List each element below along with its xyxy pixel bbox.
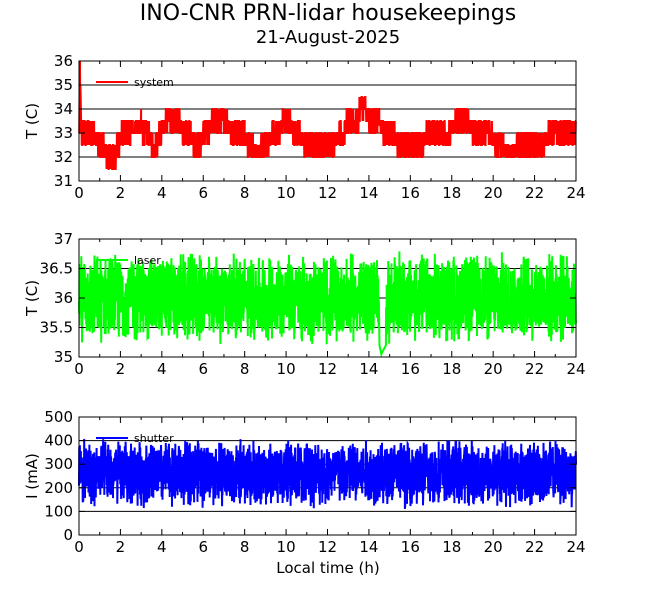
x-tick-label: 22	[525, 184, 544, 202]
x-tick-label: 10	[277, 360, 296, 378]
x-tick-label: 12	[318, 360, 337, 378]
y-tick-label: 35	[54, 76, 73, 94]
y-tick-label: 500	[44, 408, 73, 426]
y-axis-label-system: T (C)	[23, 103, 41, 140]
y-tick-label: 35.5	[40, 319, 73, 337]
y-tick-label: 34	[54, 100, 73, 118]
x-tick-label: 0	[74, 360, 84, 378]
x-tick-label: 24	[566, 360, 585, 378]
y-tick-label: 200	[44, 479, 73, 497]
x-tick-label: 18	[442, 360, 461, 378]
y-tick-label: 100	[44, 502, 73, 520]
x-tick-label: 10	[277, 184, 296, 202]
series-line-current	[78, 438, 577, 509]
x-tick-label: 2	[116, 360, 126, 378]
x-tick-label: 20	[484, 184, 503, 202]
x-tick-label: 6	[198, 360, 208, 378]
legend-label-current: shutter	[134, 432, 174, 445]
y-tick-label: 37	[54, 230, 73, 248]
x-tick-label: 6	[198, 538, 208, 556]
y-axis-label-current: I (mA)	[23, 453, 41, 499]
x-tick-label: 6	[198, 184, 208, 202]
x-tick-label: 24	[566, 184, 585, 202]
x-tick-label: 18	[442, 184, 461, 202]
x-tick-label: 20	[484, 538, 503, 556]
series-line-laser	[78, 251, 577, 358]
x-tick-label: 14	[359, 360, 378, 378]
x-tick-label: 4	[157, 360, 167, 378]
y-tick-label: 36	[54, 289, 73, 307]
x-tick-label: 16	[401, 184, 420, 202]
x-tick-label: 20	[484, 360, 503, 378]
x-tick-label: 16	[401, 538, 420, 556]
x-tick-label: 8	[240, 360, 250, 378]
y-tick-label: 36	[54, 52, 73, 70]
legend-label-system: system	[134, 76, 174, 89]
x-tick-label: 0	[74, 184, 84, 202]
x-tick-label: 2	[116, 184, 126, 202]
x-tick-label: 0	[74, 538, 84, 556]
x-tick-label: 12	[318, 538, 337, 556]
x-tick-label: 4	[157, 538, 167, 556]
x-tick-label: 10	[277, 538, 296, 556]
x-tick-label: 2	[116, 538, 126, 556]
x-tick-label: 12	[318, 184, 337, 202]
y-tick-label: 400	[44, 432, 73, 450]
x-tick-label: 14	[359, 184, 378, 202]
y-tick-label: 36.5	[40, 260, 73, 278]
series-current	[78, 438, 577, 509]
series-line-system	[78, 60, 577, 170]
x-axis-label: Local time (h)	[276, 559, 380, 577]
legend-label-laser: laser	[134, 254, 161, 267]
x-tick-label: 16	[401, 360, 420, 378]
figure-subtitle: 21-August-2025	[256, 27, 400, 48]
x-tick-label: 4	[157, 184, 167, 202]
x-tick-label: 8	[240, 184, 250, 202]
x-tick-label: 14	[359, 538, 378, 556]
figure-title: INO-CNR PRN-lidar housekeepings	[140, 1, 516, 26]
series-laser	[78, 251, 577, 358]
y-tick-label: 33	[54, 124, 73, 142]
y-axis-label-laser: T (C)	[23, 280, 41, 317]
x-tick-label: 22	[525, 360, 544, 378]
y-tick-label: 300	[44, 455, 73, 473]
y-tick-label: 0	[63, 526, 73, 544]
y-tick-label: 32	[54, 148, 73, 166]
y-tick-label: 35	[54, 348, 73, 366]
x-tick-label: 18	[442, 538, 461, 556]
x-tick-label: 22	[525, 538, 544, 556]
series-system	[78, 60, 577, 170]
x-tick-label: 24	[566, 538, 585, 556]
x-tick-label: 8	[240, 538, 250, 556]
y-tick-label: 31	[54, 172, 73, 190]
